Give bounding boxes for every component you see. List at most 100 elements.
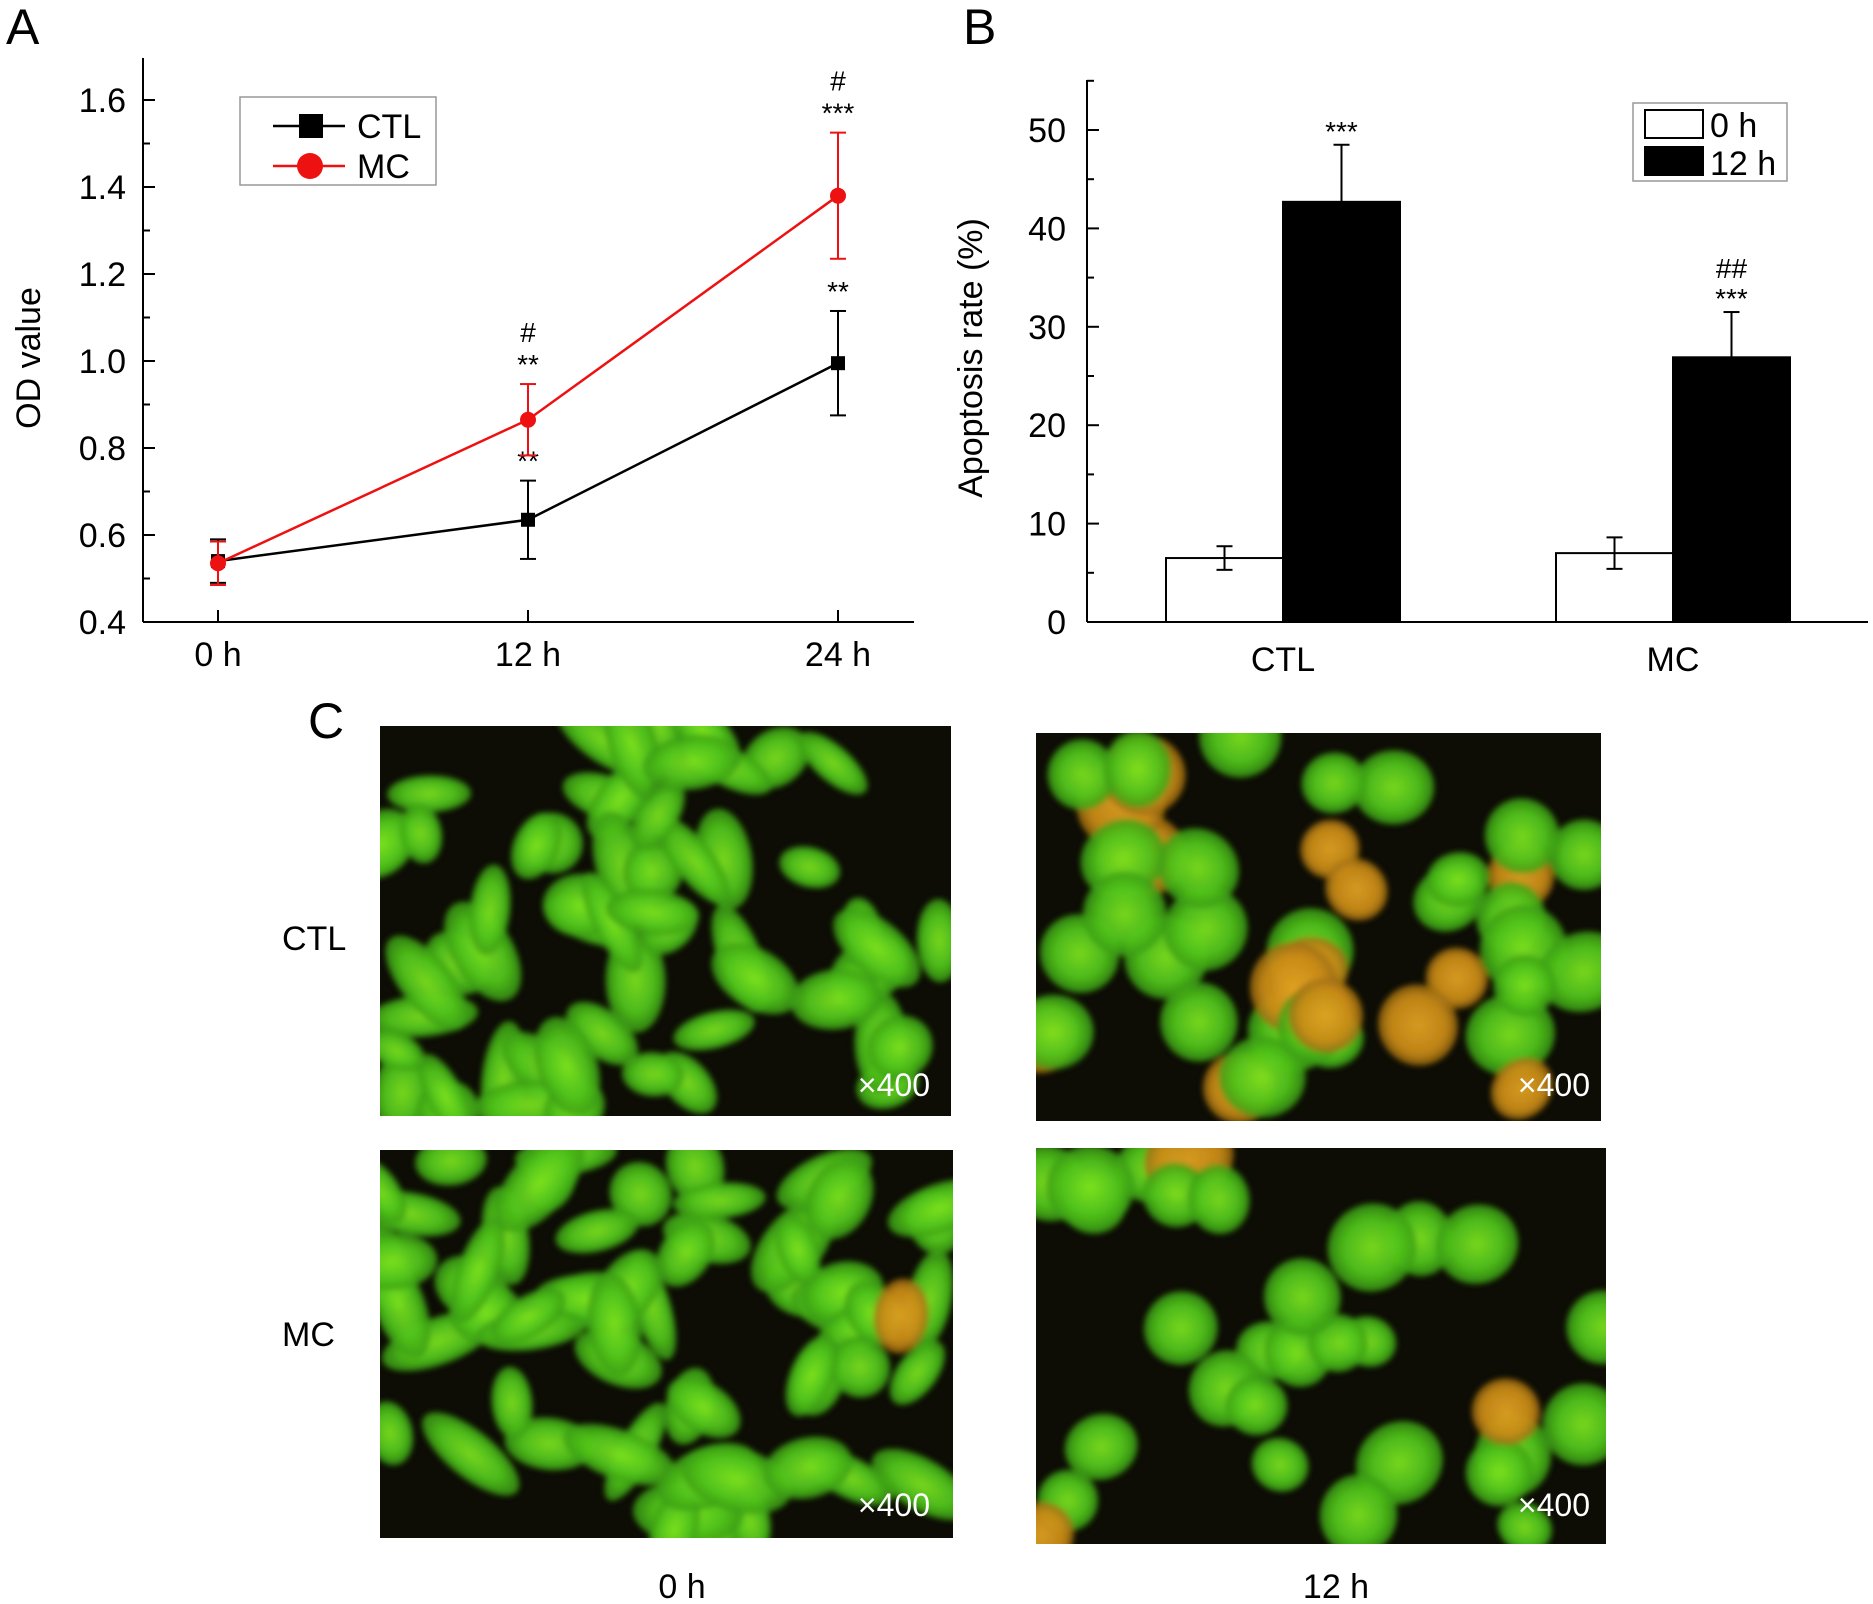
significance-label: ** [517,446,539,477]
significance-label: *** [1325,116,1358,147]
live-cell [1199,733,1282,778]
live-cell [385,935,468,1031]
live-cell [1187,1164,1250,1234]
y-tick-label: 0.4 [79,604,126,642]
live-cell [609,1161,672,1227]
y-tick-label: 1.2 [79,256,126,294]
live-cell [711,942,800,1015]
y-tick-label: 50 [1028,112,1066,150]
live-cell [666,1377,741,1439]
apoptotic-cell [1490,1057,1554,1120]
live-cell [380,1401,414,1466]
live-cell [785,1335,838,1417]
apoptotic-cell [1288,978,1364,1053]
panel-a-letter: A [6,0,40,55]
live-cell [1160,982,1238,1062]
live-cell [1426,852,1490,907]
row-label-mc: MC [282,1316,335,1354]
significance-label: ** [827,276,849,307]
live-cell [1352,750,1435,825]
live-cell [1484,798,1560,874]
live-cell [1493,954,1556,1017]
legend-marker-ctl [299,114,323,138]
legend-label-mc: MC [357,148,410,186]
panel-b-letter: B [963,0,996,55]
significance-label: *** [1715,283,1748,314]
significance-label: *** [822,98,855,129]
live-cell [399,803,443,864]
panel-a-y-axis-label: OD value [10,287,48,429]
x-tick-label: 24 h [805,636,871,674]
live-cell [1301,752,1367,814]
y-tick-label: 40 [1028,210,1066,248]
magnification-label: ×400 [858,1487,930,1523]
series-mc: **#***# [210,66,855,587]
live-cell [1143,1291,1218,1365]
apoptotic-cell [1471,1378,1541,1445]
significance-label: ** [517,349,539,380]
data-point [830,187,846,204]
live-cell [790,969,882,1030]
live-cell [1263,1258,1341,1336]
live-cell [1435,1204,1519,1284]
panel-a-line-chart: A 0.4 0.6 0.8 1.0 1.2 1.4 1.6 0 h 12 h 24 h OD v… [6,0,914,674]
y-tick-label: 0.8 [79,430,126,468]
live-cell [1225,1376,1288,1436]
live-cell [380,1233,438,1291]
live-cell [380,1029,425,1072]
y-tick-label: 1.0 [79,343,126,381]
live-cell [775,1214,821,1285]
live-cell [642,734,741,791]
live-cell [1082,871,1167,957]
live-cell [418,1054,473,1116]
panel-c-letter: C [308,693,344,749]
live-cell [1036,994,1094,1070]
magnification-label: ×400 [858,1067,930,1103]
significance-label: ## [1716,253,1748,284]
panel-b-y-axis-label: Apoptosis rate (%) [952,218,990,498]
micrograph-ctl-0h: ×400 [380,726,951,1116]
live-cell [887,1178,953,1238]
live-cell [1465,1438,1534,1507]
data-point [210,555,226,572]
live-cell [581,872,643,973]
apoptotic-cell [1036,1502,1074,1544]
live-cell [1497,1501,1553,1544]
panel-a-legend: CTL MC [239,96,437,186]
live-cell [1327,1203,1417,1292]
apoptotic-cell [1378,984,1458,1066]
live-cell [779,846,841,889]
live-cell [871,1448,953,1521]
live-cell [380,808,417,879]
micrograph-ctl-12h: ×400 [1036,733,1601,1121]
live-cell [469,864,511,956]
column-label-0h: 0 h [658,1568,705,1604]
panel-b-legend: 0 h 12 h [1632,102,1788,183]
live-cell [833,908,921,988]
legend-marker-mc [297,153,323,179]
live-cell [491,1366,533,1440]
y-tick-label: 0 [1047,604,1066,642]
x-tick-label: MC [1647,641,1700,679]
live-cell [565,1001,639,1066]
live-cell [491,1288,566,1345]
live-cell [1163,887,1248,971]
live-cell [798,731,868,795]
legend-label-ctl: CTL [357,108,421,146]
live-cell [673,1009,755,1051]
live-cell [1047,739,1117,810]
significance-label: # [520,317,536,348]
live-cell [510,812,562,880]
micrograph-mc-12h: ×400 [1036,1148,1606,1544]
legend-swatch-12h [1644,146,1704,176]
column-label-12h: 12 h [1303,1568,1369,1604]
panel-b-bar-chart: B 0 10 20 30 40 50 CTL MC Apoptosis rate (%) *… [952,0,1868,679]
live-cell [422,1412,520,1496]
x-tick-label: 0 h [194,636,241,674]
micrograph-mc-0h: ×400 [380,1150,953,1538]
bar-ctl-12h [1282,200,1401,623]
live-cell [1538,931,1601,1013]
live-cell [805,1158,874,1240]
live-cell [534,1016,601,1116]
live-cell [1218,1036,1306,1118]
